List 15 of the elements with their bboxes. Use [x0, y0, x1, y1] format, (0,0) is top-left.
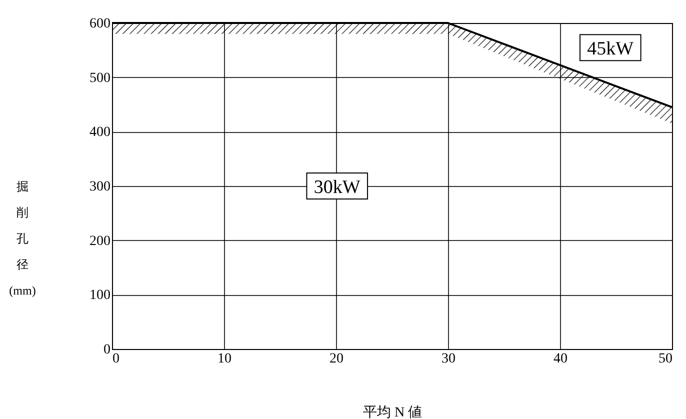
x-tick-label: 30 [442, 352, 456, 366]
y-tick-label: 100 [90, 288, 110, 304]
y-tick-label: 200 [90, 234, 110, 249]
annotation: 30kW [314, 177, 360, 198]
x-axis-title: 平均 N 値 [362, 404, 422, 419]
y-tick-label: 500 [90, 70, 110, 86]
x-tick-label: 40 [554, 352, 568, 366]
x-tick-label: 10 [218, 352, 232, 366]
y-tick-label: 400 [90, 125, 110, 140]
y-tick-label: 300 [90, 180, 110, 194]
y-axis-title: 掘削孔径(mm) [9, 180, 36, 298]
annotation: 45kW [587, 38, 634, 60]
y-tick-label: 600 [90, 16, 110, 32]
x-tick-label: 20 [330, 352, 344, 366]
x-tick-label: 50 [658, 352, 672, 366]
